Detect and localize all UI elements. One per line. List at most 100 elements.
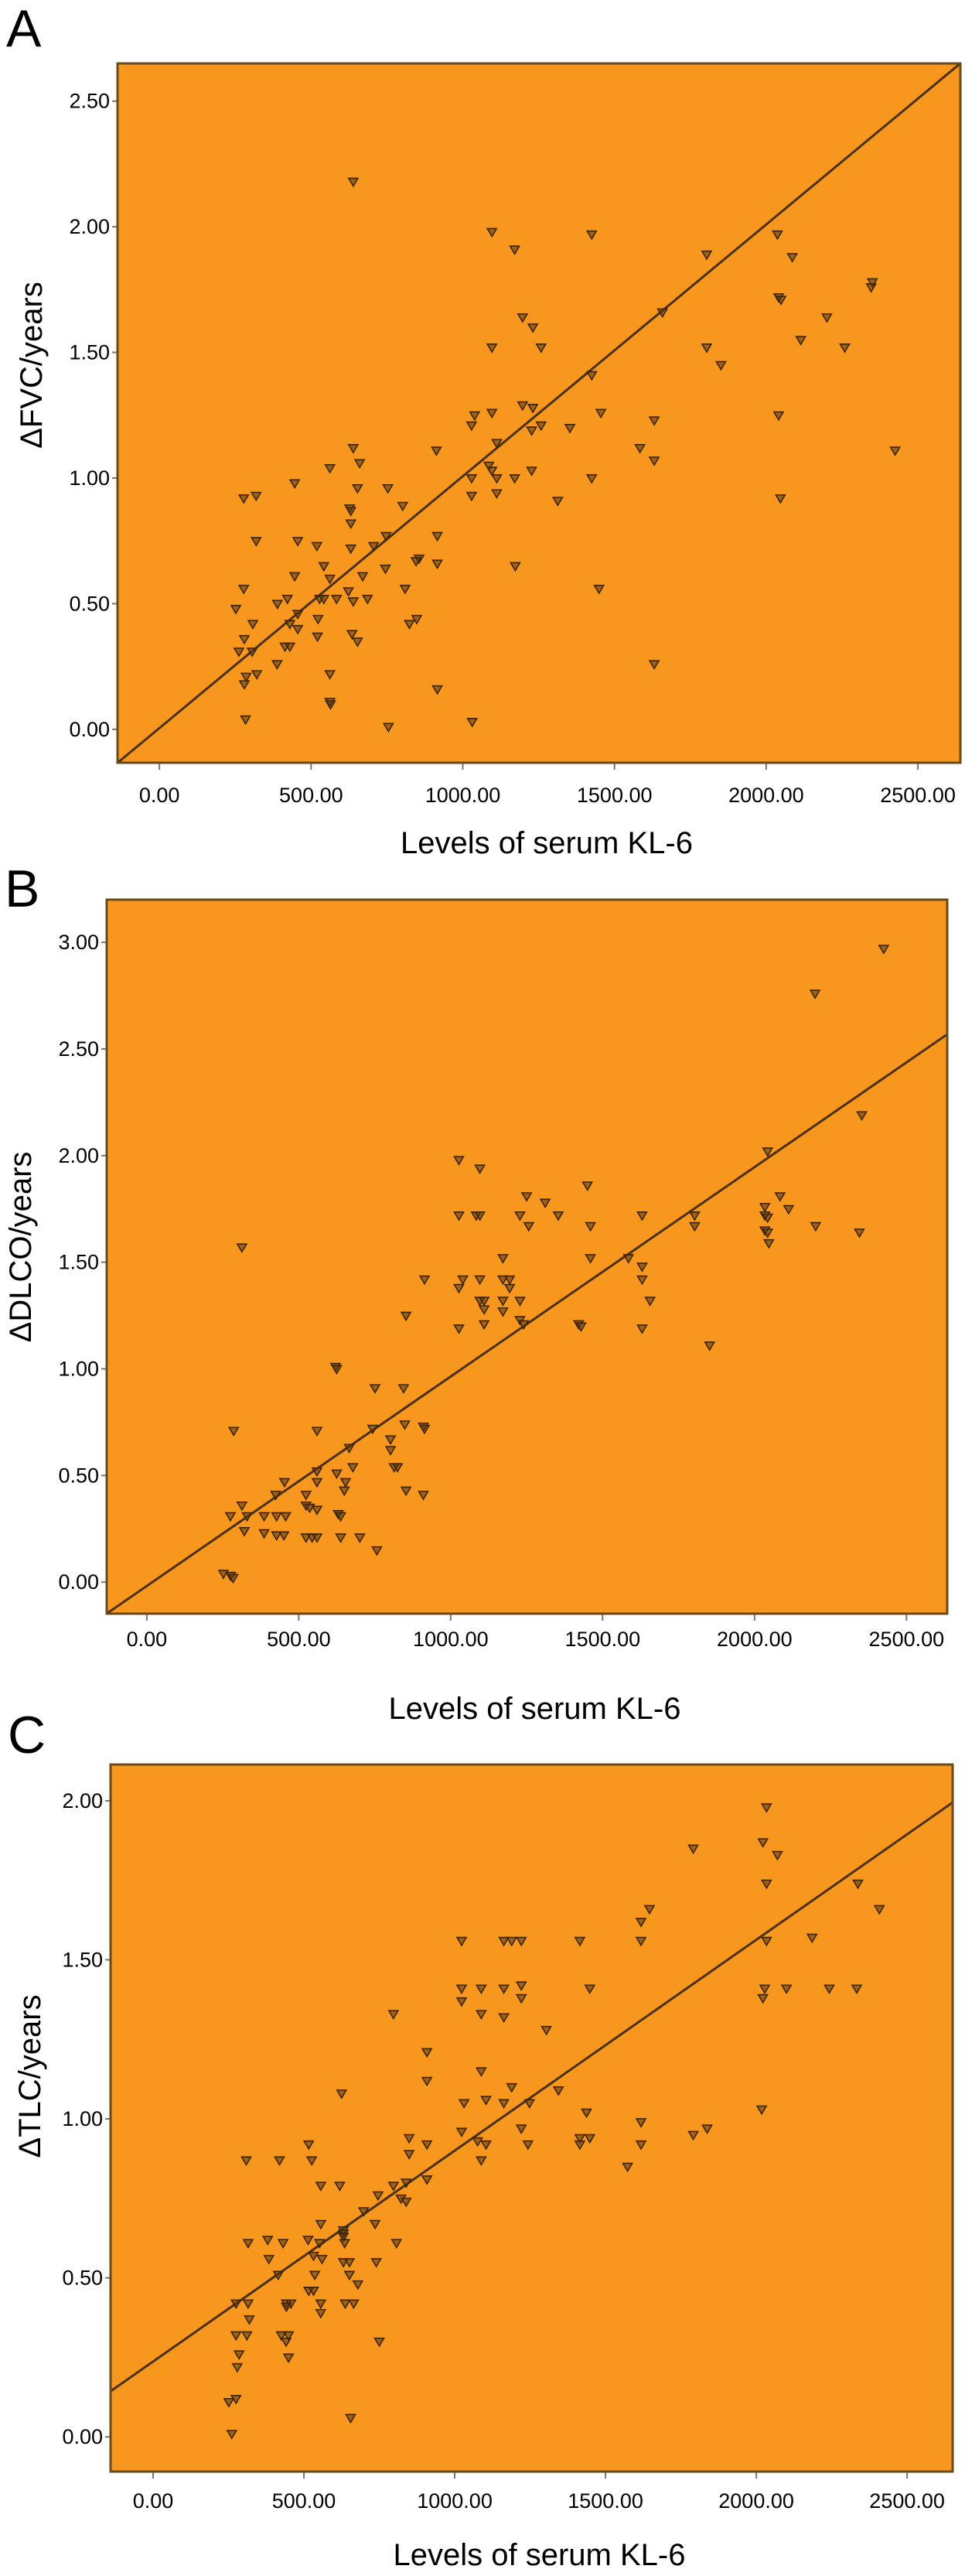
x-tick-label: 1500.00 <box>577 784 653 807</box>
data-point <box>240 672 252 683</box>
data-point <box>431 685 443 695</box>
data-point <box>251 670 263 680</box>
panel-b: B 0.00 0.50 1.00 1.50 2.00 2.50 3.00 0.00 500.00 1… <box>4 859 949 1726</box>
y-tick-label: 2.50 <box>58 1037 99 1061</box>
data-point <box>469 411 481 422</box>
data-point <box>760 1803 772 1813</box>
data-point <box>526 426 537 436</box>
data-point <box>315 2181 327 2192</box>
data-point <box>292 610 304 620</box>
data-point <box>497 1297 509 1307</box>
data-point <box>302 2140 315 2151</box>
data-point <box>515 1993 527 2004</box>
data-point <box>648 456 660 466</box>
x-tick-label: 1000.00 <box>413 1628 489 1651</box>
data-point <box>313 2239 326 2249</box>
data-point <box>581 2108 592 2119</box>
y-tick-label: 1.50 <box>58 1251 99 1274</box>
data-point <box>520 1192 533 1202</box>
data-point <box>839 343 851 354</box>
data-point <box>491 489 503 500</box>
y-tick-label: 0.00 <box>62 2425 103 2448</box>
y-tick-label: 0.50 <box>62 2267 103 2290</box>
data-point <box>795 336 807 346</box>
y-tick-label: 2.00 <box>62 1789 103 1812</box>
x-tick-label: 0.00 <box>139 784 180 807</box>
data-point <box>759 1984 771 1995</box>
y-tick-label: 3.00 <box>58 931 99 954</box>
data-point <box>284 642 296 653</box>
data-point <box>288 572 301 583</box>
data-point <box>810 1221 822 1232</box>
x-tick-label: 1500.00 <box>565 1628 641 1651</box>
data-point <box>278 1478 291 1488</box>
data-point <box>622 2162 633 2173</box>
data-point <box>418 1424 431 1435</box>
data-point <box>300 1491 312 1501</box>
data-point <box>335 1533 346 1543</box>
data-point <box>465 421 478 432</box>
data-point <box>347 597 360 607</box>
data-point <box>786 253 799 263</box>
data-point <box>346 1463 359 1473</box>
data-point <box>227 1573 239 1584</box>
data-point <box>288 479 301 490</box>
data-point <box>480 2140 493 2151</box>
y-axis-title: ΔFVC/years <box>15 282 49 449</box>
data-point <box>527 323 539 333</box>
data-point <box>584 1984 596 1995</box>
data-point <box>397 1384 410 1394</box>
data-point <box>574 1936 586 1947</box>
data-point <box>272 2270 285 2281</box>
data-point <box>325 700 336 710</box>
data-point <box>584 2134 596 2144</box>
data-point <box>762 1147 774 1157</box>
data-point <box>226 2430 238 2440</box>
data-point <box>497 1307 509 1317</box>
data-point <box>380 564 391 575</box>
data-point <box>486 466 498 477</box>
data-point <box>240 2156 252 2167</box>
data-point <box>854 1228 865 1238</box>
data-point <box>644 1297 656 1307</box>
data-point <box>347 177 360 188</box>
data-point <box>382 483 394 494</box>
data-point <box>347 2299 360 2310</box>
data-point <box>687 1844 699 1855</box>
data-point <box>648 416 660 426</box>
plot-contents <box>118 63 960 763</box>
data-point <box>564 424 576 434</box>
data-point <box>889 446 902 456</box>
data-point <box>311 542 323 552</box>
data-point <box>498 1984 510 1995</box>
data-point <box>336 2089 348 2099</box>
data-point <box>478 1320 490 1331</box>
data-point <box>866 278 878 289</box>
data-point <box>689 1211 701 1221</box>
x-tick-label: 2500.00 <box>869 1628 945 1651</box>
data-point <box>280 1512 292 1522</box>
data-point <box>384 1446 397 1456</box>
data-point <box>224 1512 237 1522</box>
data-point <box>656 308 669 319</box>
panel-letter: B <box>5 859 39 918</box>
data-point <box>575 1322 587 1332</box>
data-point <box>455 1984 468 1995</box>
data-point <box>774 1192 786 1202</box>
data-point <box>783 1204 795 1215</box>
data-point <box>806 1933 818 1944</box>
data-point <box>636 1262 648 1273</box>
data-point <box>878 945 890 955</box>
data-point <box>486 227 498 238</box>
x-tick-label: 2500.00 <box>869 2489 945 2513</box>
y-tick-label: 2.50 <box>69 90 110 113</box>
data-point <box>486 343 498 354</box>
data-point <box>292 624 304 635</box>
data-point <box>455 1936 468 1947</box>
data-point <box>241 1512 253 1522</box>
data-point <box>357 2207 370 2217</box>
data-point <box>465 491 478 502</box>
x-tick-label: 0.00 <box>133 2489 174 2513</box>
data-point <box>503 1283 516 1294</box>
data-point <box>387 2010 400 2020</box>
